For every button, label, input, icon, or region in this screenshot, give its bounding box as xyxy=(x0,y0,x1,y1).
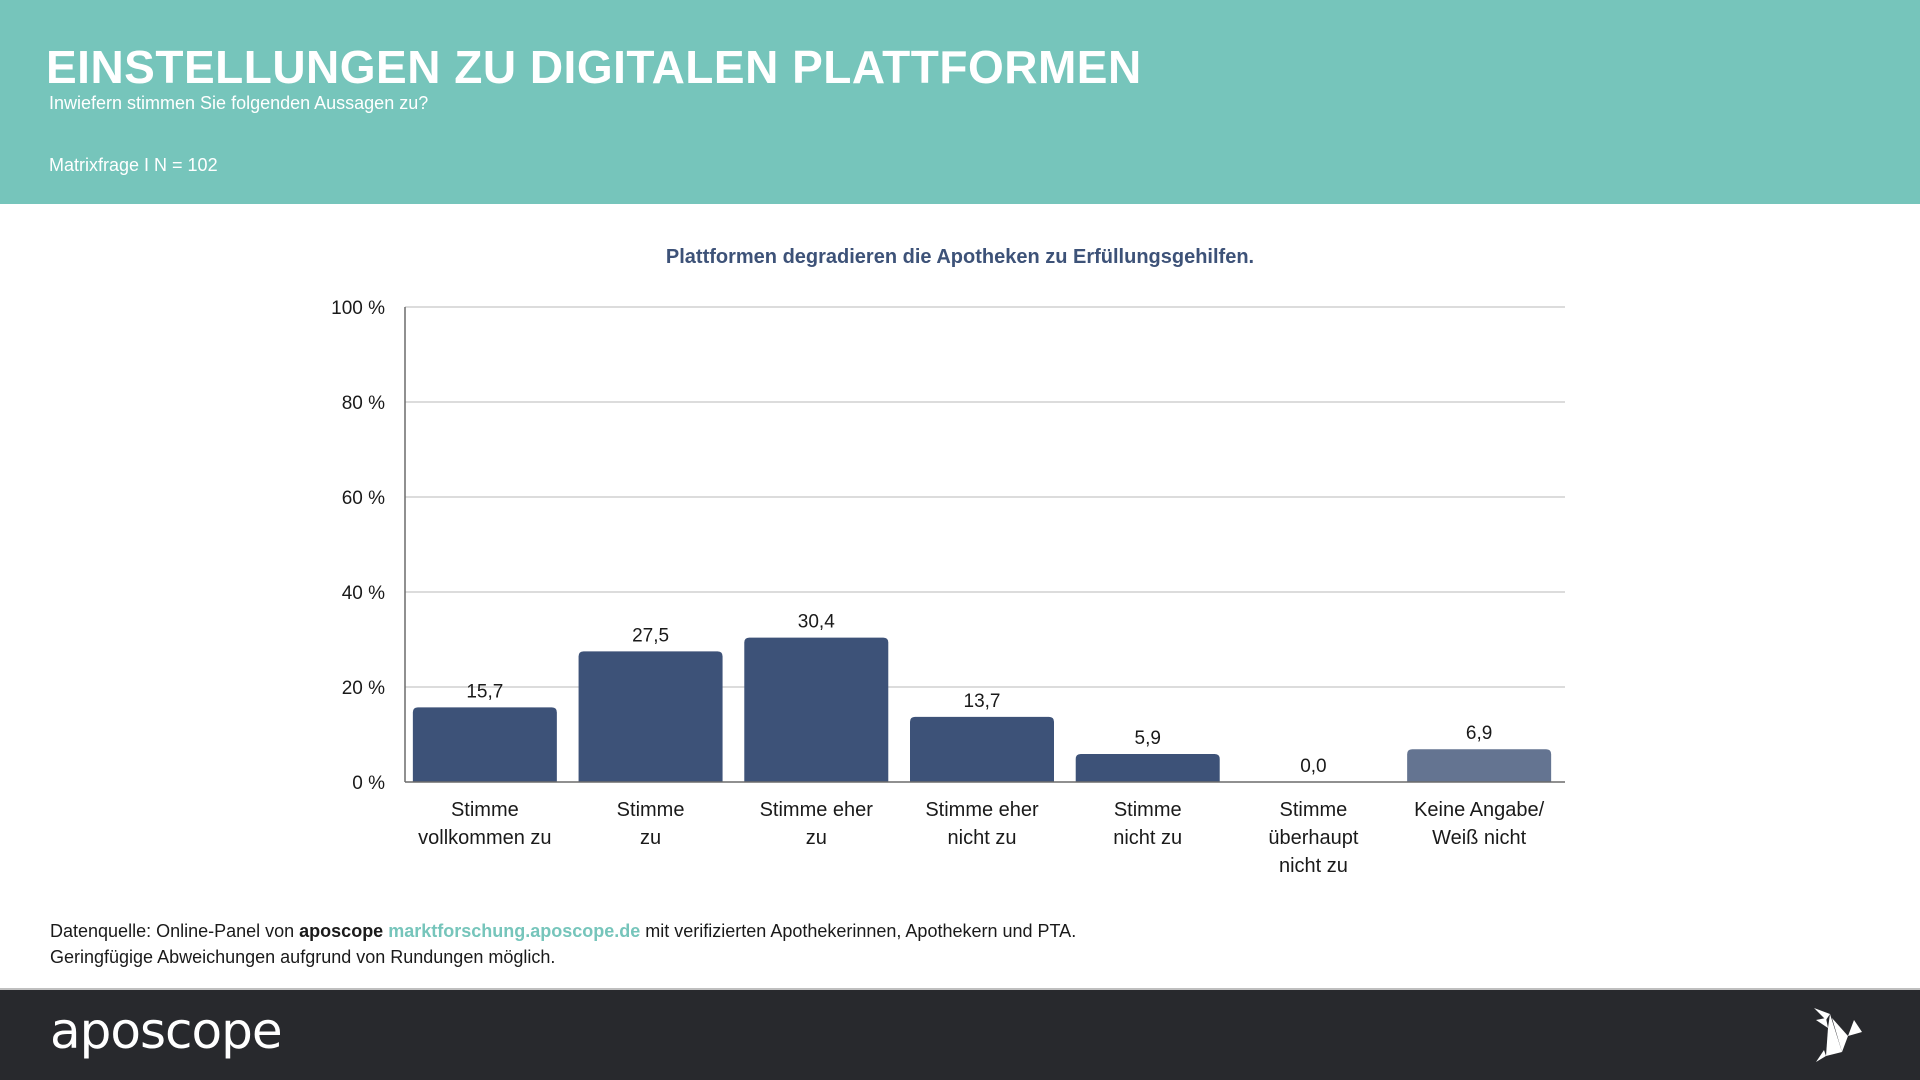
x-tick-label: nicht zu xyxy=(1113,827,1182,849)
page-subtitle: Inwiefern stimmen Sie folgenden Aussagen… xyxy=(49,93,429,113)
page-title: EINSTELLUNGEN ZU DIGITALEN PLATTFORMEN xyxy=(46,41,1142,93)
source-suffix: mit verifizierten Apothekerinnen, Apothe… xyxy=(640,921,1077,941)
x-tick-label: Stimme eher xyxy=(760,799,874,821)
x-tick-label: überhaupt xyxy=(1268,827,1359,849)
aposcope-logo: aposcope xyxy=(50,1002,283,1060)
y-tick-label: 80 % xyxy=(342,393,385,414)
data-label: 13,7 xyxy=(964,691,1001,712)
x-tick-label: Stimme xyxy=(451,799,519,821)
header-banner: EINSTELLUNGEN ZU DIGITALEN PLATTFORMEN I… xyxy=(0,0,1920,204)
source-note: Datenquelle: Online-Panel von aposcope m… xyxy=(50,918,1076,970)
chart-title: Plattformen degradieren die Apotheken zu… xyxy=(665,246,1255,268)
data-label: 0,0 xyxy=(1300,756,1326,777)
data-label: 27,5 xyxy=(632,625,669,646)
data-label: 15,7 xyxy=(466,681,503,702)
data-label: 5,9 xyxy=(1135,728,1161,749)
y-tick-label: 60 % xyxy=(342,488,385,509)
footer-bar: aposcope xyxy=(0,988,1920,1080)
bar xyxy=(578,651,723,782)
sample-info: Matrixfrage I N = 102 xyxy=(49,155,218,175)
origami-bird-icon xyxy=(1814,1008,1862,1062)
x-tick-label: Weiß nicht xyxy=(1432,827,1527,849)
y-tick-label: 20 % xyxy=(342,678,385,699)
source-link[interactable]: marktforschung.aposcope.de xyxy=(388,921,641,941)
data-label: 6,9 xyxy=(1466,723,1492,744)
x-tick-label: Stimme xyxy=(1280,799,1348,821)
x-tick-label: zu xyxy=(640,827,661,849)
bar xyxy=(1407,749,1552,782)
x-tick-label: Stimme eher xyxy=(925,799,1039,821)
x-tick-label: Keine Angabe/ xyxy=(1414,799,1545,821)
x-tick-label: vollkommen zu xyxy=(418,827,551,849)
bar xyxy=(910,716,1054,782)
y-tick-label: 100 % xyxy=(331,298,385,319)
x-tick-label: Stimme xyxy=(1114,799,1182,821)
source-prefix: Datenquelle: Online-Panel von xyxy=(50,921,300,941)
bar xyxy=(412,707,557,782)
bar xyxy=(744,637,889,782)
x-tick-label: nicht zu xyxy=(1279,855,1348,877)
x-tick-label: Stimme xyxy=(617,799,685,821)
y-tick-label: 40 % xyxy=(342,583,385,604)
data-label: 30,4 xyxy=(798,612,835,633)
x-tick-label: zu xyxy=(806,827,827,849)
bar-chart: 0 % 20 % 40 % 60 % 80 % 100 % 15,7 Stimme vollko… xyxy=(331,298,1565,877)
x-tick-label: nicht zu xyxy=(948,827,1017,849)
rounding-note: Geringfügige Abweichungen aufgrund von R… xyxy=(50,947,556,967)
source-line: Datenquelle: Online-Panel von aposcope m… xyxy=(50,918,1076,944)
source-brand: aposcope xyxy=(299,921,384,941)
bar xyxy=(1075,753,1220,782)
y-tick-label: 0 % xyxy=(352,773,385,794)
